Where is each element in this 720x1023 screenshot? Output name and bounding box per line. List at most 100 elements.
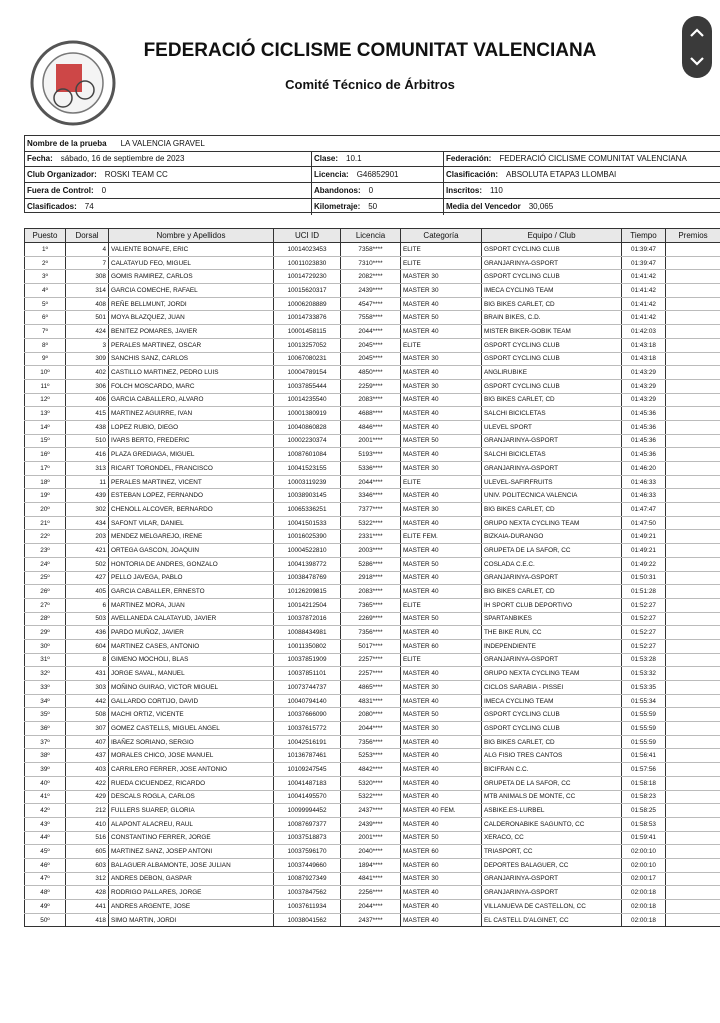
prize-cell — [665, 502, 720, 517]
result-cell: 7356**** — [340, 735, 401, 750]
result-cell: 01:52:27 — [621, 598, 666, 613]
prize-cell — [665, 324, 720, 339]
result-cell: 2437**** — [340, 803, 401, 818]
result-cell: GSPORT CYCLING CLUB — [481, 269, 622, 285]
result-cell: 5193**** — [340, 447, 401, 462]
result-cell: 2044**** — [340, 475, 401, 490]
result-row: 48º 428 RODRIGO PALLARES, JORGE 10037847562… — [24, 885, 720, 900]
result-cell: CASTILLO MARTINEZ, PEDRO LUIS — [108, 365, 274, 380]
info-value: 50 — [368, 202, 378, 211]
result-cell: SIMO MARTIN, JORDI — [108, 913, 274, 928]
result-cell: 01:53:35 — [621, 680, 666, 695]
title: FEDERACIÓ CICLISME COMUNITAT VALENCIANA — [143, 40, 597, 61]
result-cell: 01:46:33 — [621, 488, 666, 504]
result-cell: 01:47:47 — [621, 502, 666, 517]
result-row: 8º 3 PERALES MARTINEZ, OSCAR 10013257052 204… — [24, 338, 720, 353]
result-cell: 7365**** — [340, 598, 401, 613]
result-row: 2º 7 CALATAYUD FEO, MIGUEL 10011023830 7310*… — [24, 256, 720, 271]
result-cell: 10014235540 — [273, 393, 341, 408]
result-cell: 24º — [24, 557, 66, 572]
result-row: 16º 416 PLAZA GREDIAGA, MIGUEL 10087601084 5… — [24, 447, 720, 462]
result-row: 24º 502 HONTORIA DE ANDRES, GONZALO 1004139… — [24, 557, 720, 572]
result-row: 47º 312 ANDRES DEBON, GASPAR 10087927349 484… — [24, 872, 720, 887]
result-cell: SAFONT VILAR, DANIEL — [108, 516, 274, 531]
result-cell: 2439**** — [340, 817, 401, 832]
result-cell: 32º — [24, 666, 66, 681]
result-row: 27º 6 MARTINEZ MORA, JUAN 10014212504 7365**… — [24, 598, 720, 613]
result-cell: 5322**** — [340, 516, 401, 531]
result-cell: 01:45:36 — [621, 434, 666, 449]
prize-cell — [665, 529, 720, 545]
result-cell: 501 — [65, 310, 109, 326]
result-cell: 50º — [24, 913, 66, 928]
result-cell: 10037851909 — [273, 653, 341, 668]
result-cell: 2083**** — [340, 393, 401, 408]
result-cell: 8º — [24, 338, 66, 353]
prize-cell — [665, 817, 720, 832]
result-cell: THE BIKE RUN, CC — [481, 625, 622, 640]
result-cell: 7º — [24, 324, 66, 339]
result-cell: CICLOS SARABIA - PISSEI — [481, 680, 622, 695]
result-cell: 313 — [65, 461, 109, 476]
result-cell: MACHI ORTIZ, VICENTE — [108, 707, 274, 723]
result-cell: 10011350802 — [273, 639, 341, 654]
result-cell: 01:45:36 — [621, 420, 666, 435]
result-cell: MASTER 60 — [400, 639, 482, 654]
column-header: Dorsal — [65, 228, 109, 243]
result-cell: 01:55:59 — [621, 707, 666, 723]
result-cell: ELITE — [400, 475, 482, 490]
column-header: Premios — [665, 228, 720, 243]
result-cell: JORGE SAVAL, MANUEL — [108, 666, 274, 681]
result-cell: 422 — [65, 776, 109, 791]
scroll-up[interactable] — [690, 28, 704, 37]
subtitle: Comité Técnico de Árbitros — [285, 77, 455, 92]
result-cell: CHENOLL ALCOVER, BERNARDO — [108, 502, 274, 517]
result-cell: 10088434981 — [273, 625, 341, 640]
result-cell: 2003**** — [340, 543, 401, 558]
result-row: 3º 308 GOMIS RAMIREZ, CARLOS 10014729230 208… — [24, 269, 720, 285]
result-cell: DEPORTES BALAGUER, CC — [481, 858, 622, 873]
result-cell: 10014733876 — [273, 310, 341, 326]
result-cell: 4850**** — [340, 365, 401, 380]
result-cell: 6 — [65, 598, 109, 613]
result-cell: ELITE — [400, 653, 482, 668]
prize-cell — [665, 598, 720, 613]
result-cell: 42º — [24, 803, 66, 818]
result-cell: MASTER 40 — [400, 762, 482, 777]
result-cell: 5253**** — [340, 748, 401, 764]
result-cell: 415 — [65, 406, 109, 421]
result-cell: RODRIGO PALLARES, JORGE — [108, 885, 274, 900]
result-cell: MASTER 40 — [400, 324, 482, 339]
result-row: 28º 503 AVELLANEDA CALATAYUD, JAVIER 100378… — [24, 612, 720, 627]
result-cell: 01:49:21 — [621, 543, 666, 558]
result-cell: PLAZA GREDIAGA, MIGUEL — [108, 447, 274, 462]
result-cell: GARCIA COMECHE, RAFAEL — [108, 283, 274, 298]
result-cell: RUEDA CICUENDEZ, RICARDO — [108, 776, 274, 791]
result-cell: 01:53:32 — [621, 666, 666, 681]
result-cell: 10037615772 — [273, 721, 341, 736]
result-cell: 2918**** — [340, 571, 401, 586]
result-cell: EL CASTELL D'ALGINET, CC — [481, 913, 622, 928]
scroll-down[interactable] — [690, 57, 704, 66]
result-cell: 38º — [24, 748, 66, 764]
result-cell: MASTER 30 — [400, 352, 482, 367]
result-row: 33º 303 MOÑINO GUIRAO, VICTOR MIGUEL 100737… — [24, 680, 720, 695]
result-cell: 502 — [65, 557, 109, 572]
result-cell: 30º — [24, 639, 66, 654]
result-row: 45º 605 MARTINEZ SANZ, JOSEP ANTONI 1003759… — [24, 844, 720, 859]
info-value: 10.1 — [346, 154, 362, 163]
result-cell: 10003119239 — [273, 475, 341, 490]
result-cell: 5322**** — [340, 790, 401, 805]
result-cell: 441 — [65, 899, 109, 914]
result-cell: MASTER 60 — [400, 844, 482, 859]
result-row: 10º 402 CASTILLO MARTINEZ, PEDRO LUIS 10004… — [24, 365, 720, 380]
prize-cell — [665, 680, 720, 695]
prize-cell — [665, 872, 720, 887]
result-cell: 203 — [65, 529, 109, 545]
result-cell: 15º — [24, 434, 66, 449]
result-cell: 510 — [65, 434, 109, 449]
prize-cell — [665, 625, 720, 640]
prize-cell — [665, 447, 720, 462]
info-value: 110 — [490, 186, 503, 195]
result-cell: GRANJARINYA-GSPORT — [481, 872, 622, 887]
